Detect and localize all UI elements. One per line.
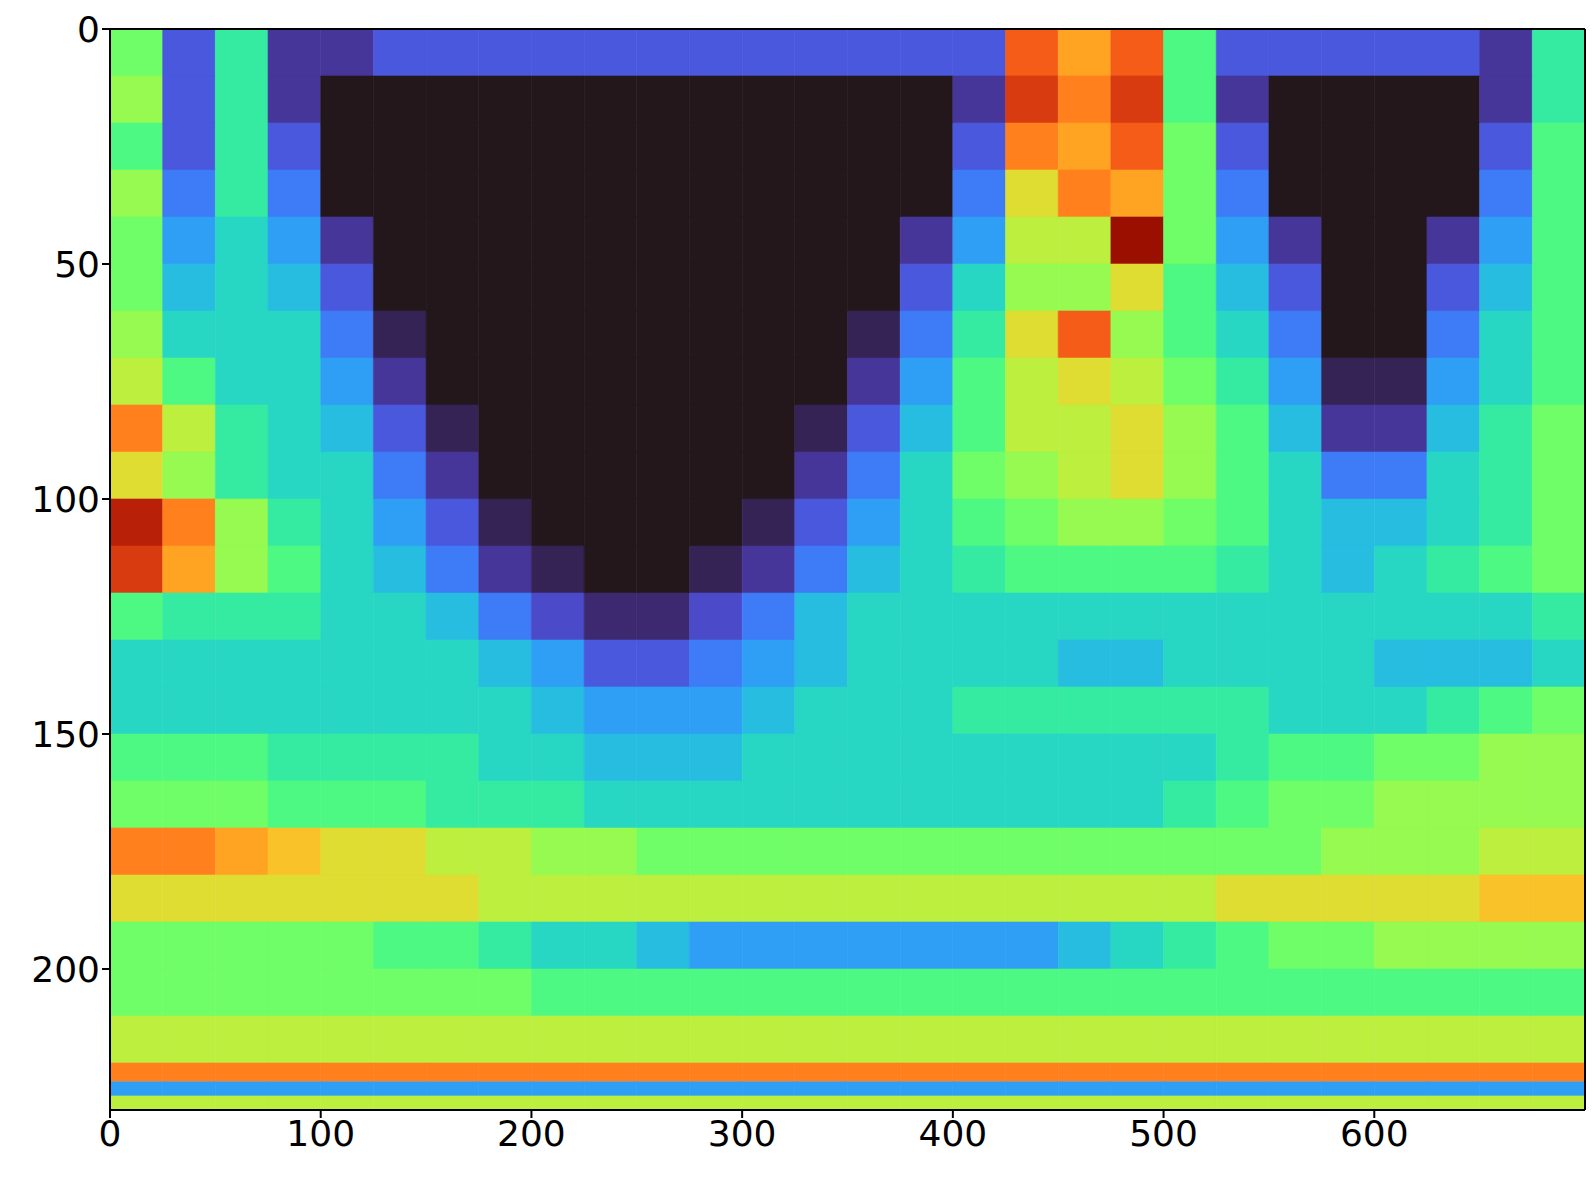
svg-text:400: 400 — [918, 1113, 987, 1154]
svg-text:50: 50 — [54, 244, 100, 285]
svg-text:200: 200 — [31, 949, 100, 990]
svg-text:150: 150 — [31, 714, 100, 755]
svg-text:0: 0 — [77, 9, 100, 50]
svg-text:200: 200 — [497, 1113, 566, 1154]
svg-text:100: 100 — [286, 1113, 355, 1154]
svg-text:300: 300 — [708, 1113, 777, 1154]
svg-text:500: 500 — [1129, 1113, 1198, 1154]
svg-text:600: 600 — [1340, 1113, 1409, 1154]
svg-text:0: 0 — [99, 1113, 122, 1154]
svg-text:100: 100 — [31, 479, 100, 520]
